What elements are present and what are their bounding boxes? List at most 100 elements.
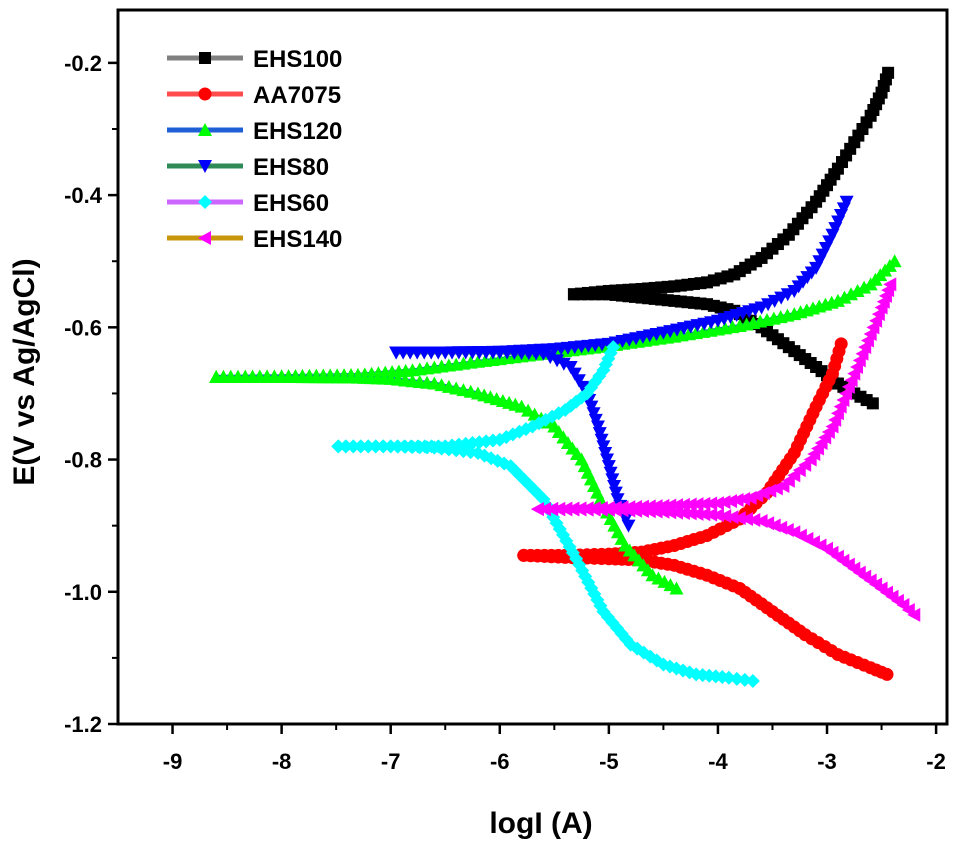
data-point	[563, 361, 578, 374]
data-point	[567, 367, 582, 381]
data-point	[383, 439, 398, 454]
data-point	[566, 502, 580, 517]
series-ehs120	[209, 254, 902, 595]
data-point	[405, 439, 420, 454]
series-ehs140	[530, 277, 921, 622]
legend-item-ehs60: EHS60	[167, 190, 329, 217]
legend-label: EHS120	[253, 118, 342, 145]
data-point	[683, 497, 697, 512]
data-point	[635, 504, 649, 519]
data-point	[543, 351, 558, 365]
data-point	[571, 374, 586, 388]
data-point	[584, 400, 599, 414]
y-tick-label: -0.6	[64, 315, 102, 340]
x-tick-label: -3	[817, 749, 837, 774]
data-point	[559, 502, 573, 517]
data-point	[592, 427, 607, 441]
data-point	[598, 446, 613, 460]
legend-label: EHS80	[253, 154, 329, 181]
data-point	[368, 439, 383, 454]
data-point	[704, 507, 718, 522]
data-point	[601, 460, 616, 474]
data-point	[747, 513, 761, 528]
legend-item-ehs80: EHS80	[167, 154, 329, 181]
legend-marker	[198, 123, 212, 136]
data-point	[621, 519, 636, 533]
data-point	[732, 511, 746, 526]
data-point	[697, 507, 711, 522]
legend-item-ehs100: EHS100	[167, 46, 342, 73]
data-point	[590, 420, 605, 434]
legend-marker	[198, 160, 212, 173]
data-point	[830, 293, 845, 307]
y-tick-label: -0.4	[64, 183, 103, 208]
series-ehs100	[567, 66, 895, 410]
data-point	[550, 354, 565, 368]
data-point	[887, 254, 902, 268]
series-line-ehs80-anodic	[396, 200, 849, 355]
legend-label: EHS140	[253, 226, 342, 253]
data-point	[338, 439, 353, 454]
data-point	[670, 505, 684, 520]
data-point	[556, 357, 571, 371]
data-point	[538, 502, 552, 517]
x-tick-label: -6	[490, 749, 510, 774]
data-point	[690, 506, 704, 521]
data-point	[605, 473, 620, 487]
legend-label: EHS100	[253, 46, 342, 73]
legend-marker	[198, 231, 211, 245]
data-point	[618, 513, 633, 527]
series-ehs60	[331, 340, 760, 689]
legend-item-aa7075: AA7075	[167, 82, 341, 109]
data-point	[412, 440, 427, 455]
data-point	[880, 667, 894, 681]
data-point	[857, 280, 872, 294]
x-tick-label: -5	[599, 749, 619, 774]
data-point	[669, 581, 684, 595]
y-tick-label: -0.2	[64, 51, 102, 76]
legend-marker	[198, 195, 212, 209]
series-line-ehs100-anodic	[573, 72, 891, 297]
data-point	[376, 439, 391, 454]
data-point	[649, 504, 663, 519]
data-point	[588, 413, 603, 427]
data-point	[346, 439, 361, 454]
data-point	[608, 486, 623, 500]
data-point	[608, 503, 622, 518]
plot-frame	[116, 8, 949, 726]
data-point	[663, 505, 677, 520]
data-point	[737, 491, 751, 506]
data-point	[600, 453, 615, 467]
legend-item-ehs120: EHS120	[167, 118, 342, 145]
data-point	[718, 509, 732, 524]
data-point	[717, 495, 731, 510]
data-point	[710, 496, 724, 511]
data-point	[331, 439, 346, 454]
data-point	[361, 439, 376, 454]
data-point	[596, 440, 611, 454]
data-point	[586, 407, 601, 421]
x-tick-label: -8	[272, 749, 292, 774]
axes-layer: -9 -8 -7 -6 -5 -4 -3 -2 -1.2 -1.0 -0.8 -0.6 -0.4 -0.2	[64, 8, 949, 774]
data-point	[530, 502, 544, 517]
data-point	[615, 503, 629, 518]
series-layer	[209, 66, 921, 689]
data-point	[656, 504, 670, 519]
data-point	[575, 380, 590, 394]
data-point	[353, 439, 368, 454]
x-tick-label: -9	[163, 749, 183, 774]
data-point	[710, 508, 724, 523]
data-point	[610, 493, 625, 507]
data-point	[839, 195, 854, 209]
legend-label: EHS60	[253, 190, 329, 217]
data-point	[704, 496, 718, 511]
data-point	[882, 66, 895, 79]
data-point	[390, 439, 405, 454]
y-tick-label: -1.2	[64, 712, 102, 737]
data-point	[607, 480, 622, 493]
data-point	[676, 506, 690, 521]
legend: EHS100 AA7075 EHS120 EHS80 EHS60 EHS140	[167, 46, 342, 253]
x-axis-title: logI (A)	[489, 807, 592, 840]
data-point	[642, 504, 656, 519]
